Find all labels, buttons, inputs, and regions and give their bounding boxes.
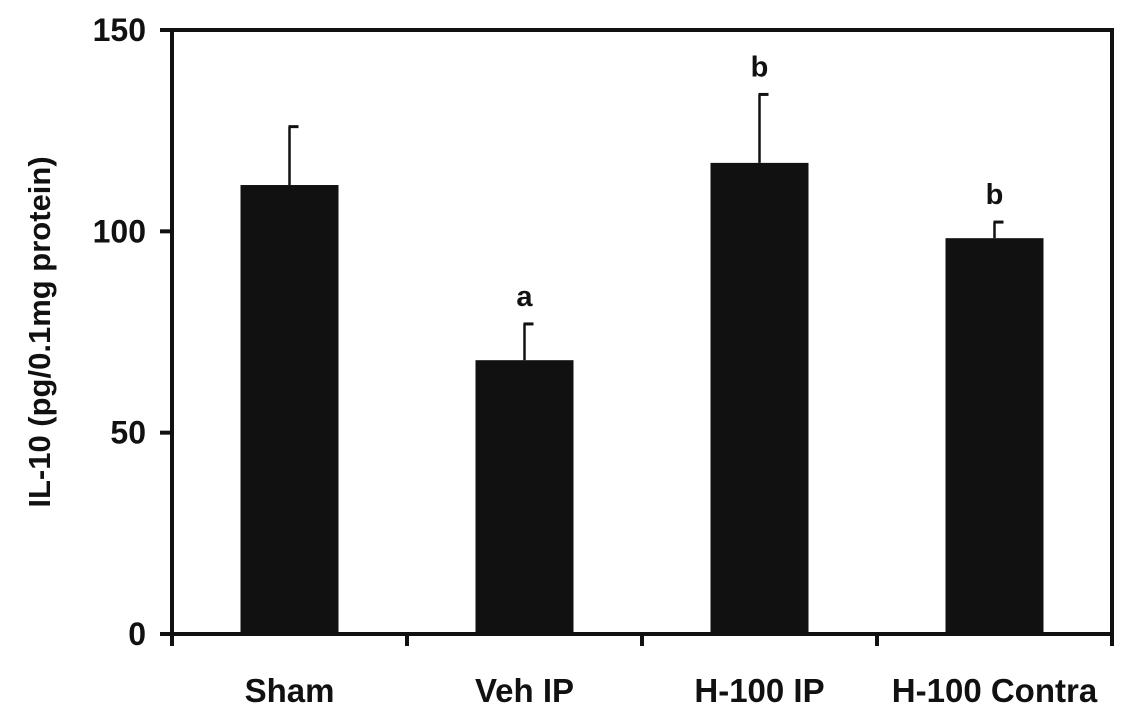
error-bar-3 <box>993 220 1004 239</box>
bar-3 <box>945 238 1044 635</box>
y-tick-label-3: 150 <box>93 12 146 48</box>
y-axis-label: IL-10 (pg/0.1mg protein) <box>22 156 57 507</box>
x-tick-label-1: Veh IP <box>475 672 574 709</box>
error-bar-1 <box>523 322 534 361</box>
error-bar-0 <box>288 125 299 186</box>
y-tick-label-2: 100 <box>93 213 146 249</box>
x-tick-label-0: Sham <box>245 672 335 709</box>
annotation-1: a <box>516 281 533 313</box>
x-axis-ticks: Sham Veh IP H-100 IP H-100 Contra <box>170 634 1114 709</box>
annotation-3: b <box>986 179 1004 211</box>
bar-1 <box>475 360 574 634</box>
x-tick-label-2: H-100 IP <box>694 672 824 709</box>
error-bar-2 <box>758 92 769 163</box>
bar-2 <box>710 162 809 634</box>
error-bars-layer <box>288 92 1004 361</box>
y-tick-label-1: 50 <box>110 415 146 451</box>
annotation-2: b <box>751 51 769 83</box>
bars-layer <box>240 162 1044 635</box>
significance-annotations: a b b <box>516 51 1003 313</box>
y-axis-ticks: 0 50 100 150 <box>93 12 172 652</box>
bar-0 <box>240 185 339 634</box>
x-tick-label-3: H-100 Contra <box>892 672 1098 709</box>
y-tick-label-0: 0 <box>128 616 146 652</box>
